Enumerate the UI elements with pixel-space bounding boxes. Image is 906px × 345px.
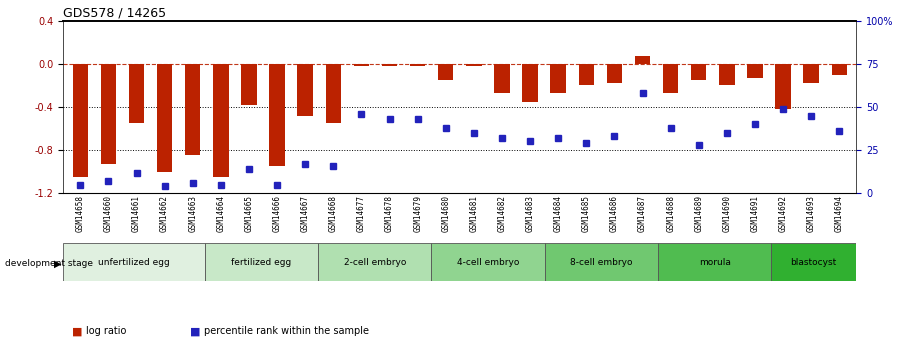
Text: blastocyst: blastocyst bbox=[791, 258, 837, 267]
Text: log ratio: log ratio bbox=[86, 326, 127, 336]
Bar bbox=[318, 243, 431, 281]
Bar bbox=[607, 64, 622, 83]
Bar bbox=[771, 243, 856, 281]
Bar bbox=[438, 64, 454, 80]
Bar bbox=[579, 64, 594, 86]
Text: development stage: development stage bbox=[5, 259, 92, 268]
Bar bbox=[663, 64, 679, 93]
Bar bbox=[635, 56, 651, 64]
Text: ▶: ▶ bbox=[54, 259, 62, 269]
Bar bbox=[495, 64, 510, 93]
Bar bbox=[101, 64, 116, 164]
Bar bbox=[410, 64, 425, 66]
Bar bbox=[804, 64, 819, 83]
Bar bbox=[431, 243, 545, 281]
Bar bbox=[241, 64, 256, 105]
Bar bbox=[466, 64, 482, 66]
Bar bbox=[545, 243, 658, 281]
Bar bbox=[776, 64, 791, 109]
Bar bbox=[269, 64, 284, 166]
Bar bbox=[63, 243, 205, 281]
Bar bbox=[747, 64, 763, 78]
Text: percentile rank within the sample: percentile rank within the sample bbox=[204, 326, 369, 336]
Bar bbox=[129, 64, 144, 123]
Bar bbox=[691, 64, 707, 80]
Bar bbox=[719, 64, 735, 86]
Text: ■: ■ bbox=[72, 326, 83, 336]
Bar bbox=[551, 64, 566, 93]
Bar bbox=[325, 64, 341, 123]
Bar bbox=[157, 64, 172, 172]
Text: morula: morula bbox=[699, 258, 730, 267]
Bar bbox=[205, 243, 318, 281]
Bar bbox=[213, 64, 228, 177]
Bar bbox=[185, 64, 200, 156]
Bar bbox=[353, 64, 369, 66]
Bar bbox=[523, 64, 538, 101]
Bar bbox=[832, 64, 847, 75]
Bar bbox=[658, 243, 771, 281]
Bar bbox=[297, 64, 313, 116]
Text: fertilized egg: fertilized egg bbox=[231, 258, 292, 267]
Text: 2-cell embryo: 2-cell embryo bbox=[343, 258, 406, 267]
Text: 4-cell embryo: 4-cell embryo bbox=[457, 258, 519, 267]
Text: 8-cell embryo: 8-cell embryo bbox=[570, 258, 632, 267]
Bar bbox=[381, 64, 397, 66]
Text: GDS578 / 14265: GDS578 / 14265 bbox=[63, 7, 167, 20]
Text: unfertilized egg: unfertilized egg bbox=[99, 258, 170, 267]
Text: ■: ■ bbox=[190, 326, 201, 336]
Bar bbox=[72, 64, 88, 177]
